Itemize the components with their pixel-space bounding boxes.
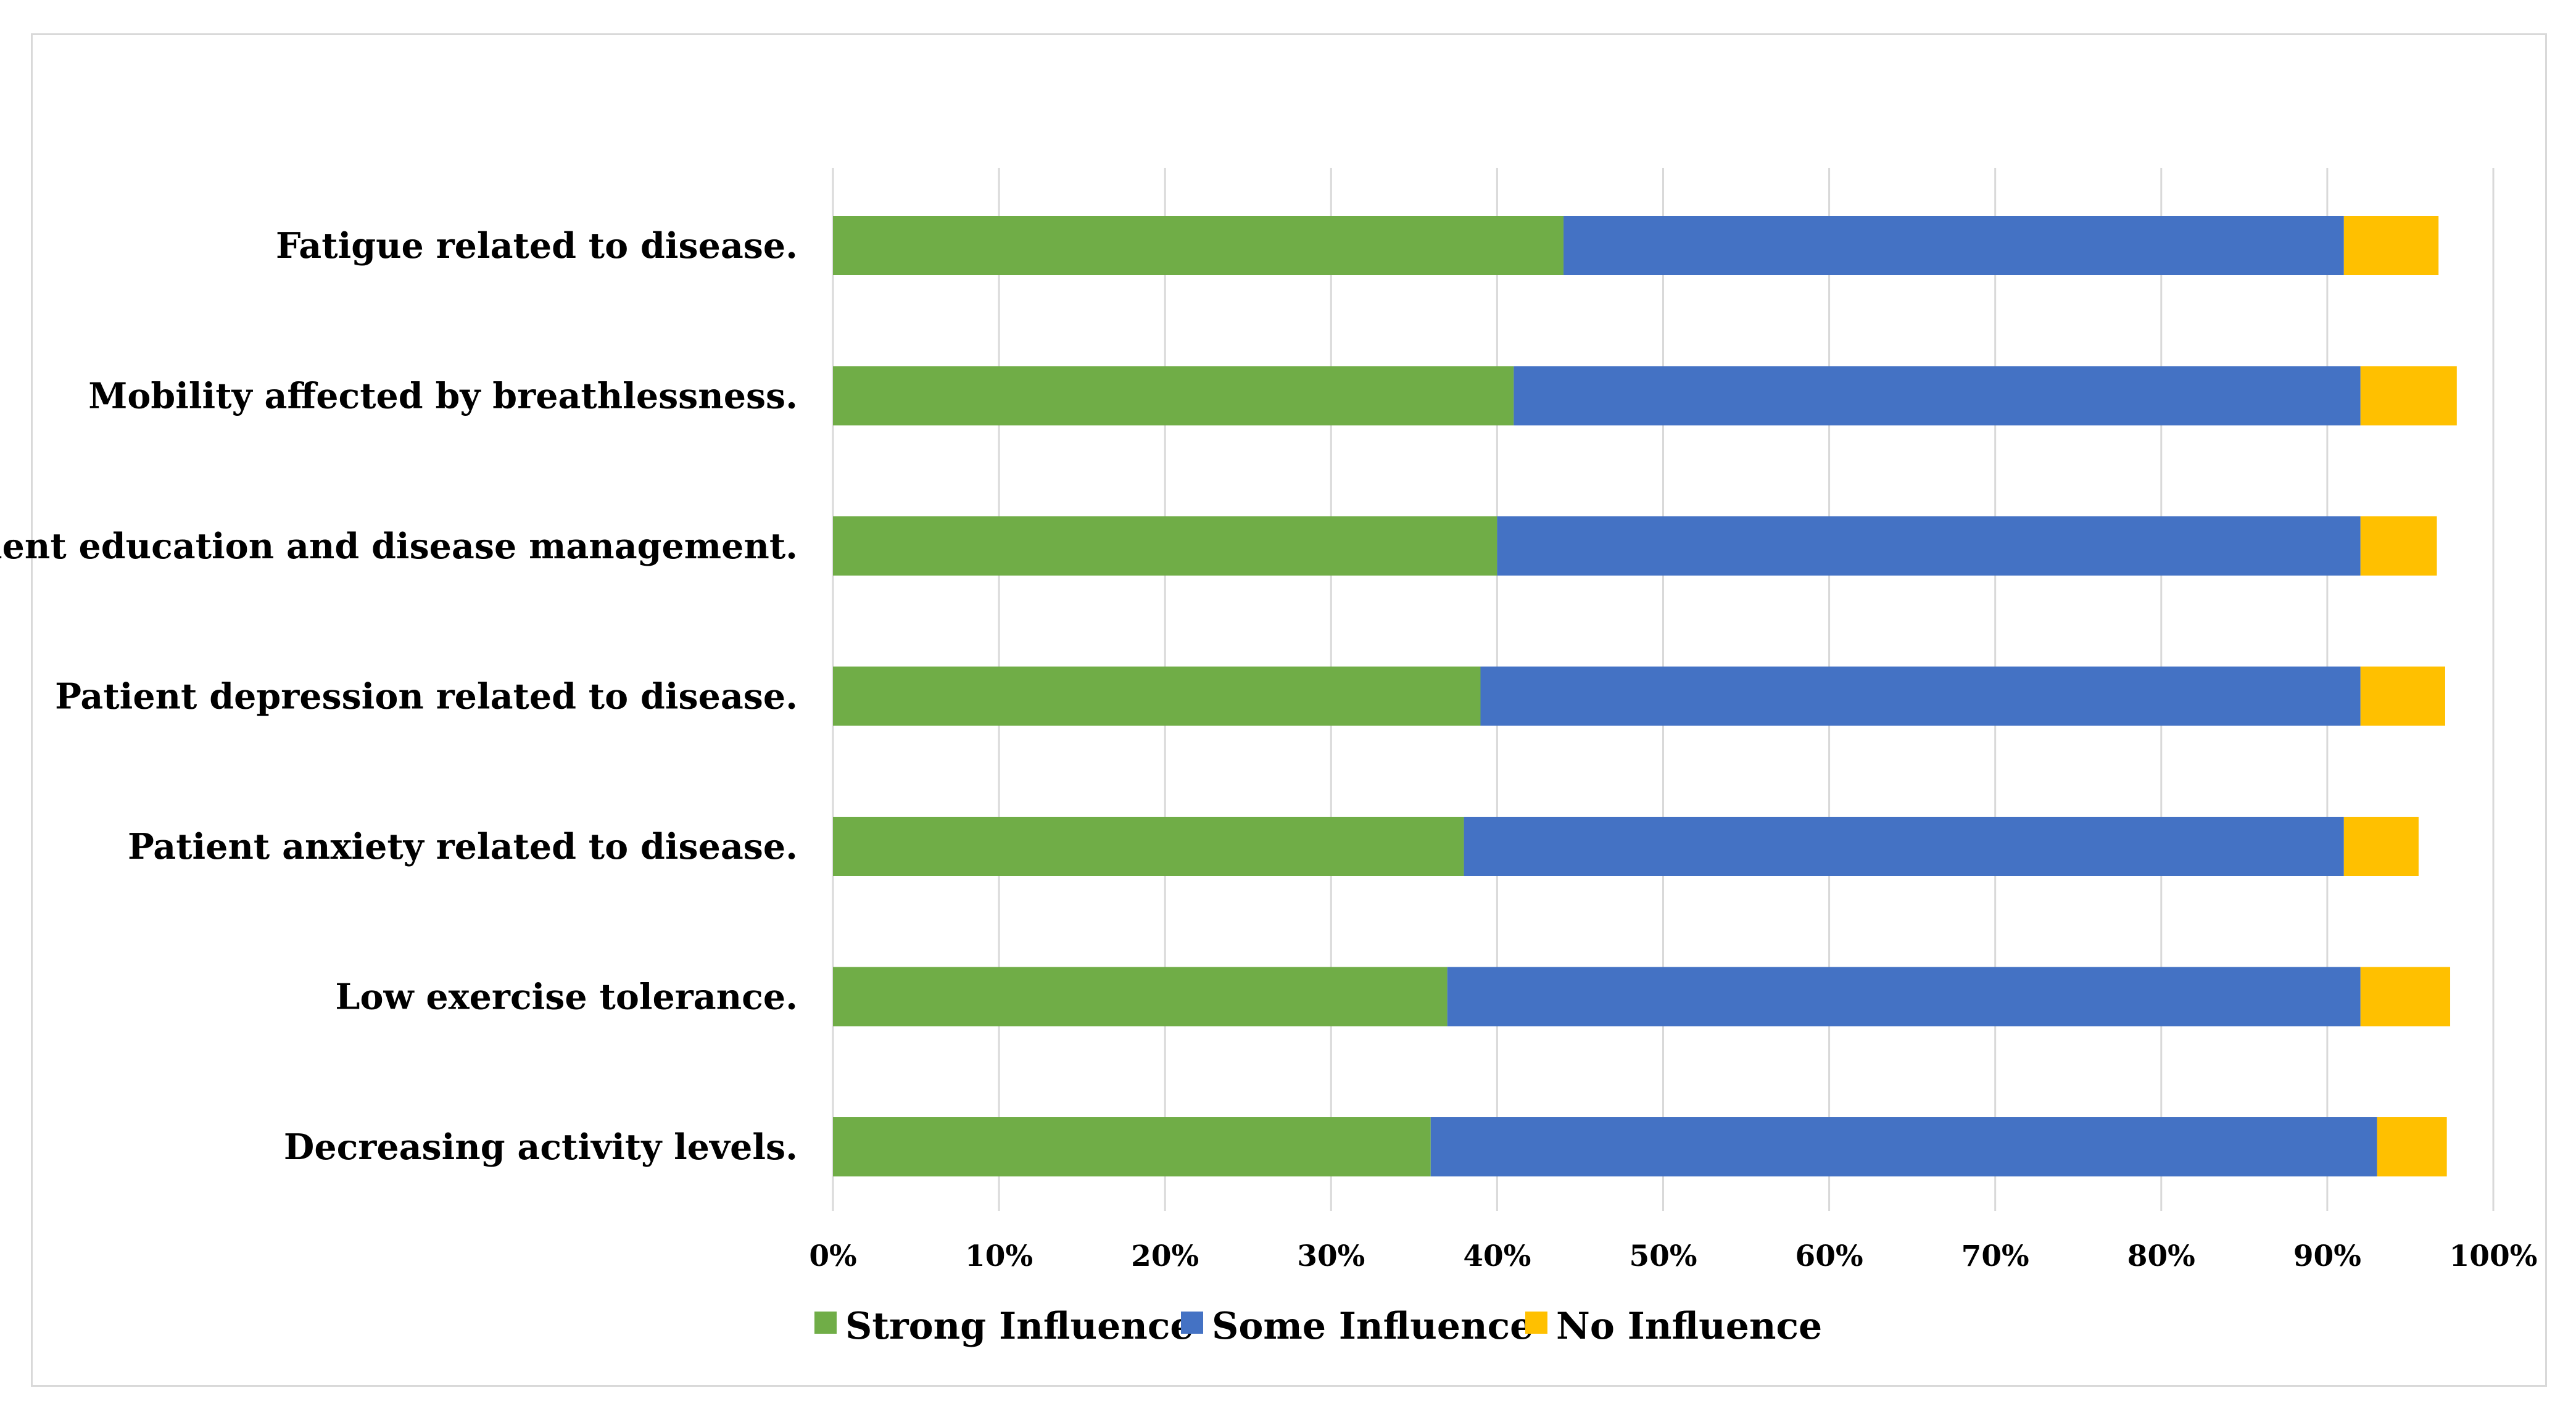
category-label: Patient depression related to disease.	[55, 676, 798, 717]
x-tick-label: 100%	[2450, 1239, 2538, 1273]
bar-some-influence	[1430, 1117, 2377, 1176]
x-axis-tick-labels: 0% 10% 20% 30% 40% 50% 60% 70% 80% 90% 100%	[809, 1239, 2537, 1273]
x-tick-label: 0%	[809, 1239, 856, 1273]
legend: Strong Influence Some Influence No Influen…	[814, 1305, 1822, 1348]
bar-strong-influence	[833, 967, 1447, 1027]
bar-strong-influence	[833, 666, 1481, 726]
bar-some-influence	[1464, 817, 2344, 876]
bar-strong-influence	[833, 366, 1514, 426]
x-tick-label: 20%	[1131, 1239, 1199, 1273]
bar-strong-influence	[833, 817, 1464, 876]
category-label: Low exercise tolerance.	[335, 977, 798, 1018]
bar-no-influence	[2377, 1117, 2447, 1176]
x-tick-label: 10%	[965, 1239, 1033, 1273]
bars	[833, 216, 2457, 1176]
bar-some-influence	[1497, 516, 2361, 576]
category-label: Decreasing activity levels.	[284, 1126, 798, 1168]
bar-strong-influence	[833, 516, 1497, 576]
bar-strong-influence	[833, 1117, 1431, 1176]
category-label: Mobility affected by breathlessness.	[88, 376, 798, 417]
legend-label-no-influence: No Influence	[1556, 1305, 1822, 1348]
bar-some-influence	[1514, 366, 2361, 426]
category-label: Patient anxiety related to disease.	[128, 826, 798, 867]
x-tick-label: 80%	[2127, 1239, 2195, 1273]
bar-strong-influence	[833, 216, 1564, 275]
legend-label-some-influence: Some Influence	[1212, 1305, 1533, 1348]
legend-swatch-no-influence	[1525, 1312, 1547, 1334]
x-tick-label: 70%	[1961, 1239, 2029, 1273]
bar-no-influence	[2343, 216, 2439, 275]
bar-some-influence	[1480, 666, 2361, 726]
x-tick-label: 90%	[2293, 1239, 2361, 1273]
category-label: Patient education and disease management…	[0, 526, 798, 567]
bar-some-influence	[1447, 967, 2361, 1027]
category-label: Fatigue related to disease.	[276, 225, 798, 267]
x-tick-label: 30%	[1297, 1239, 1365, 1273]
legend-label-strong-influence: Strong Influence	[845, 1305, 1194, 1348]
bar-no-influence	[2360, 516, 2437, 576]
x-tick-label: 60%	[1795, 1239, 1863, 1273]
legend-swatch-some-influence	[1181, 1312, 1203, 1334]
category-labels: Fatigue related to disease. Mobility affe…	[0, 225, 798, 1168]
bar-some-influence	[1563, 216, 2344, 275]
legend-swatch-strong-influence	[814, 1312, 837, 1334]
bar-no-influence	[2360, 967, 2451, 1027]
bar-no-influence	[2343, 817, 2419, 876]
x-tick-label: 40%	[1463, 1239, 1531, 1273]
bar-no-influence	[2360, 366, 2457, 426]
bar-no-influence	[2360, 666, 2445, 726]
x-tick-label: 50%	[1629, 1239, 1697, 1273]
